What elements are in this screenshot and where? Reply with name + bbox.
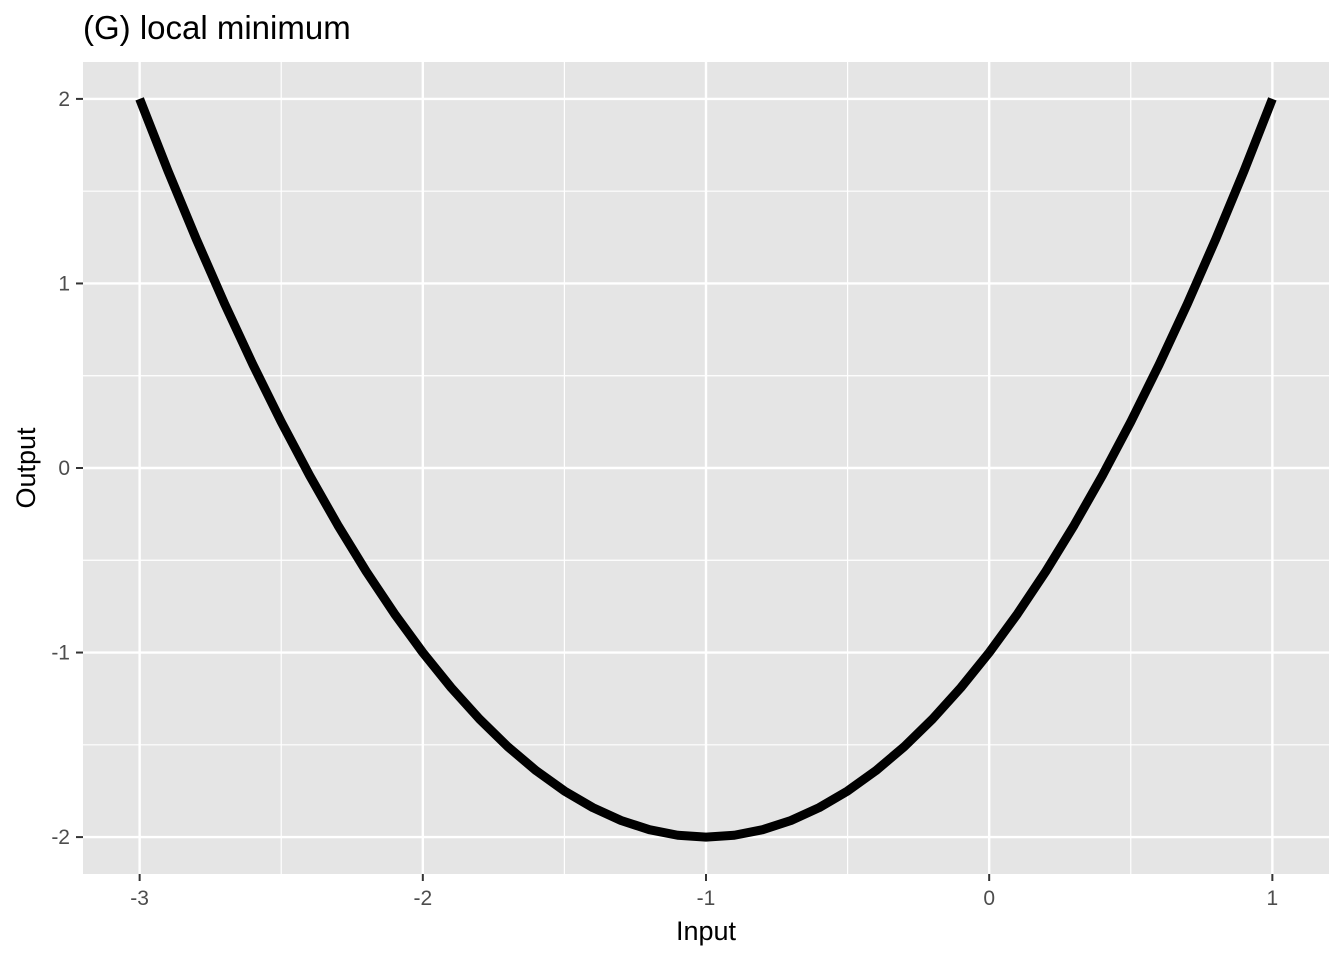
y-tick-label: 0	[58, 457, 70, 480]
x-tick-label: -2	[413, 887, 432, 910]
x-tick-label: 1	[1267, 887, 1279, 910]
x-axis: -3 -2 -1 0 1	[130, 874, 1278, 910]
x-tick-label: -1	[697, 887, 716, 910]
y-axis-title: Output	[11, 427, 41, 509]
chart-title: (G) local minimum	[83, 9, 351, 46]
series-layer	[135, 97, 1277, 842]
x-tick-label: -3	[130, 887, 149, 910]
y-tick-label: -2	[51, 826, 70, 849]
series-line	[135, 97, 1277, 842]
y-tick-label: 1	[58, 272, 70, 295]
x-tick-label: 0	[983, 887, 995, 910]
y-axis: -2 -1 0 1 2	[51, 88, 83, 849]
y-tick-label: 2	[58, 88, 70, 111]
x-axis-title: Input	[676, 916, 737, 946]
y-tick-label: -1	[51, 642, 70, 665]
